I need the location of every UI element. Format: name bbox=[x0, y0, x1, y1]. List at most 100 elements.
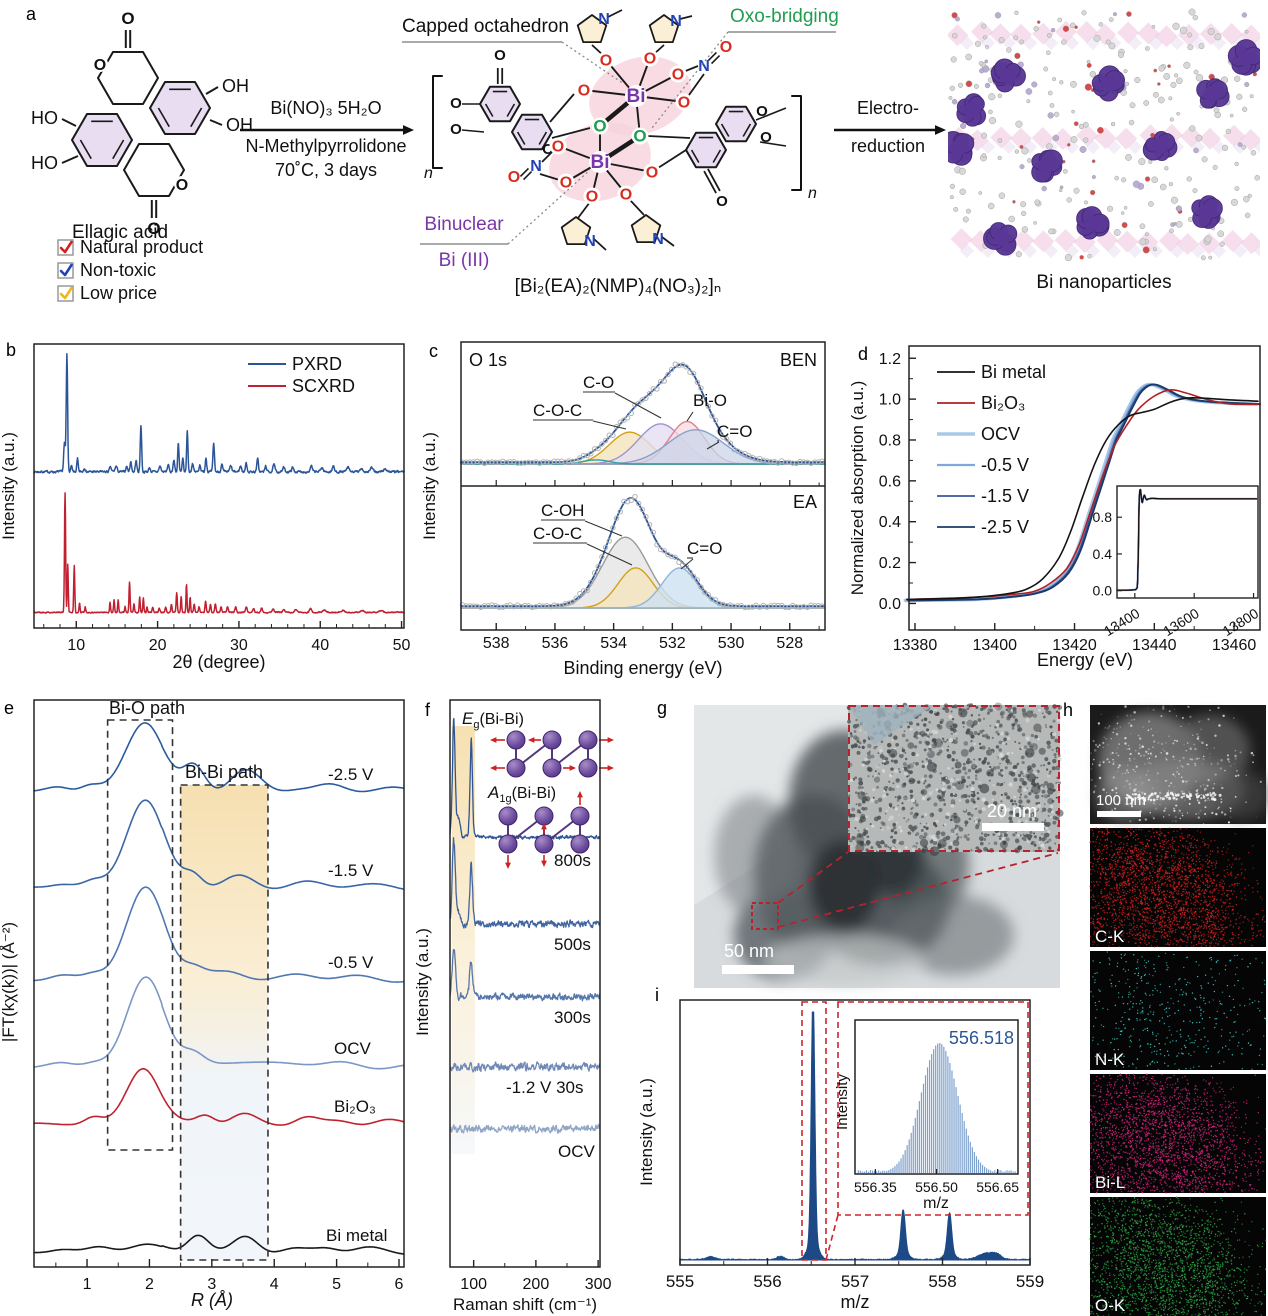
svg-text:Oxo-bridging: Oxo-bridging bbox=[730, 6, 839, 27]
svg-text:Intensity (a.u.): Intensity (a.u.) bbox=[420, 432, 439, 540]
svg-text:SCXRD: SCXRD bbox=[292, 376, 355, 396]
svg-text:1.2: 1.2 bbox=[879, 351, 901, 368]
svg-text:0.0: 0.0 bbox=[1093, 583, 1113, 599]
svg-text:Intensity (a.u.): Intensity (a.u.) bbox=[413, 928, 432, 1036]
svg-text:OH: OH bbox=[226, 115, 253, 135]
svg-text:1: 1 bbox=[83, 1276, 92, 1293]
panel-letter-a: a bbox=[26, 4, 37, 24]
svg-text:0.4: 0.4 bbox=[1093, 546, 1113, 562]
svg-text:C-O: C-O bbox=[583, 373, 614, 392]
svg-text:70˚C, 3 days: 70˚C, 3 days bbox=[275, 160, 377, 180]
svg-text:Bi: Bi bbox=[627, 86, 646, 107]
svg-text:A1g(Bi-Bi): A1g(Bi-Bi) bbox=[487, 783, 556, 805]
svg-text:Raman shift (cm⁻¹): Raman shift (cm⁻¹) bbox=[453, 1295, 597, 1314]
svg-text:Natural product: Natural product bbox=[80, 237, 203, 257]
svg-text:100: 100 bbox=[460, 1276, 487, 1293]
svg-text:N: N bbox=[670, 13, 682, 30]
panel-letter-h: h bbox=[1063, 700, 1074, 720]
svg-text:10: 10 bbox=[67, 637, 85, 654]
svg-text:13800: 13800 bbox=[1220, 605, 1262, 639]
svg-text:O: O bbox=[716, 193, 728, 210]
svg-text:2: 2 bbox=[145, 1276, 154, 1293]
svg-text:Capped octahedron: Capped octahedron bbox=[402, 16, 569, 37]
svg-text:Bi nanoparticles: Bi nanoparticles bbox=[1036, 272, 1171, 293]
svg-text:C=O: C=O bbox=[717, 422, 752, 441]
svg-text:R (Å): R (Å) bbox=[191, 1290, 233, 1310]
svg-text:O: O bbox=[552, 139, 564, 156]
svg-text:Bi metal: Bi metal bbox=[981, 362, 1046, 382]
svg-text:HO: HO bbox=[31, 108, 58, 128]
svg-text:n: n bbox=[808, 185, 817, 202]
svg-text:O: O bbox=[176, 177, 188, 194]
svg-text:-0.5 V: -0.5 V bbox=[328, 953, 374, 972]
svg-text:O: O bbox=[578, 83, 590, 100]
svg-text:OH: OH bbox=[222, 76, 249, 96]
svg-text:2θ (degree): 2θ (degree) bbox=[172, 652, 265, 672]
svg-text:PXRD: PXRD bbox=[292, 354, 342, 374]
svg-text:|FT(kχ(k))| (Å⁻²): |FT(kχ(k))| (Å⁻²) bbox=[0, 922, 18, 1042]
svg-text:O: O bbox=[633, 127, 646, 146]
svg-text:C=O: C=O bbox=[687, 539, 722, 558]
svg-text:EA: EA bbox=[793, 492, 817, 512]
svg-text:N: N bbox=[598, 11, 610, 28]
svg-text:532: 532 bbox=[659, 635, 686, 652]
svg-text:Bi₂O₃: Bi₂O₃ bbox=[334, 1097, 376, 1116]
svg-text:O: O bbox=[494, 47, 506, 64]
svg-text:0.8: 0.8 bbox=[879, 432, 901, 449]
svg-text:O: O bbox=[147, 219, 160, 238]
svg-text:3: 3 bbox=[207, 1276, 216, 1293]
svg-text:Eg(Bi-Bi): Eg(Bi-Bi) bbox=[462, 709, 524, 731]
svg-text:Electro-: Electro- bbox=[857, 98, 919, 118]
svg-text:13400: 13400 bbox=[973, 637, 1018, 654]
svg-text:reduction: reduction bbox=[851, 136, 925, 156]
svg-text:O: O bbox=[644, 51, 656, 68]
svg-text:200: 200 bbox=[523, 1276, 550, 1293]
svg-text:O: O bbox=[586, 189, 598, 206]
svg-text:O: O bbox=[720, 39, 732, 56]
svg-text:-0.5 V: -0.5 V bbox=[981, 455, 1029, 475]
svg-text:Bi-Bi path: Bi-Bi path bbox=[185, 762, 263, 782]
svg-text:N: N bbox=[652, 231, 664, 248]
svg-text:Bi-O path: Bi-O path bbox=[109, 698, 185, 718]
panel-letter-d: d bbox=[858, 344, 869, 364]
svg-text:20 nm: 20 nm bbox=[987, 801, 1037, 821]
svg-text:500s: 500s bbox=[554, 935, 591, 954]
svg-text:O: O bbox=[508, 169, 520, 186]
svg-text:538: 538 bbox=[483, 635, 510, 652]
svg-text:Bi-O: Bi-O bbox=[693, 391, 727, 410]
svg-text:5: 5 bbox=[332, 1276, 341, 1293]
svg-text:0.0: 0.0 bbox=[879, 596, 901, 613]
svg-text:Bi: Bi bbox=[591, 152, 610, 173]
svg-text:Energy (eV): Energy (eV) bbox=[1037, 650, 1133, 670]
svg-text:20: 20 bbox=[149, 637, 167, 654]
svg-text:Normalized absorption (a.u.): Normalized absorption (a.u.) bbox=[848, 381, 867, 595]
svg-text:Non-toxic: Non-toxic bbox=[80, 260, 156, 280]
svg-text:O: O bbox=[450, 121, 462, 138]
svg-text:O: O bbox=[672, 67, 684, 84]
svg-text:50: 50 bbox=[393, 637, 411, 654]
svg-text:N: N bbox=[530, 158, 542, 175]
svg-text:-2.5 V: -2.5 V bbox=[981, 517, 1029, 537]
svg-text:-1.2 V 30s: -1.2 V 30s bbox=[506, 1078, 584, 1097]
svg-text:1.0: 1.0 bbox=[879, 392, 901, 409]
panel-d-xanes-chart: 13380 13400 13420 13440 134600.00.20.40.60.8… bbox=[848, 345, 1262, 670]
panel-letter-g: g bbox=[657, 698, 668, 718]
panel-letter-e: e bbox=[4, 698, 15, 718]
svg-text:[Bi₂(EA)₂(NMP)₄(NO₃)₂]ₙ: [Bi₂(EA)₂(NMP)₄(NO₃)₂]ₙ bbox=[515, 276, 722, 297]
svg-text:O: O bbox=[593, 117, 606, 136]
svg-text:Bi₂O₃: Bi₂O₃ bbox=[981, 393, 1025, 413]
svg-text:HO: HO bbox=[31, 153, 58, 173]
panel-letter-c: c bbox=[429, 341, 438, 361]
svg-text:13440: 13440 bbox=[1132, 637, 1177, 654]
svg-text:Bi metal: Bi metal bbox=[326, 1226, 387, 1245]
svg-text:Intensity (a.u.): Intensity (a.u.) bbox=[0, 432, 18, 540]
svg-text:30: 30 bbox=[230, 637, 248, 654]
svg-text:100 nm: 100 nm bbox=[1096, 792, 1146, 809]
svg-text:O: O bbox=[678, 95, 690, 112]
svg-text:O: O bbox=[121, 9, 134, 28]
svg-text:534: 534 bbox=[600, 635, 627, 652]
svg-text:C-O-C: C-O-C bbox=[533, 524, 582, 543]
svg-text:Bi (III): Bi (III) bbox=[439, 250, 490, 271]
